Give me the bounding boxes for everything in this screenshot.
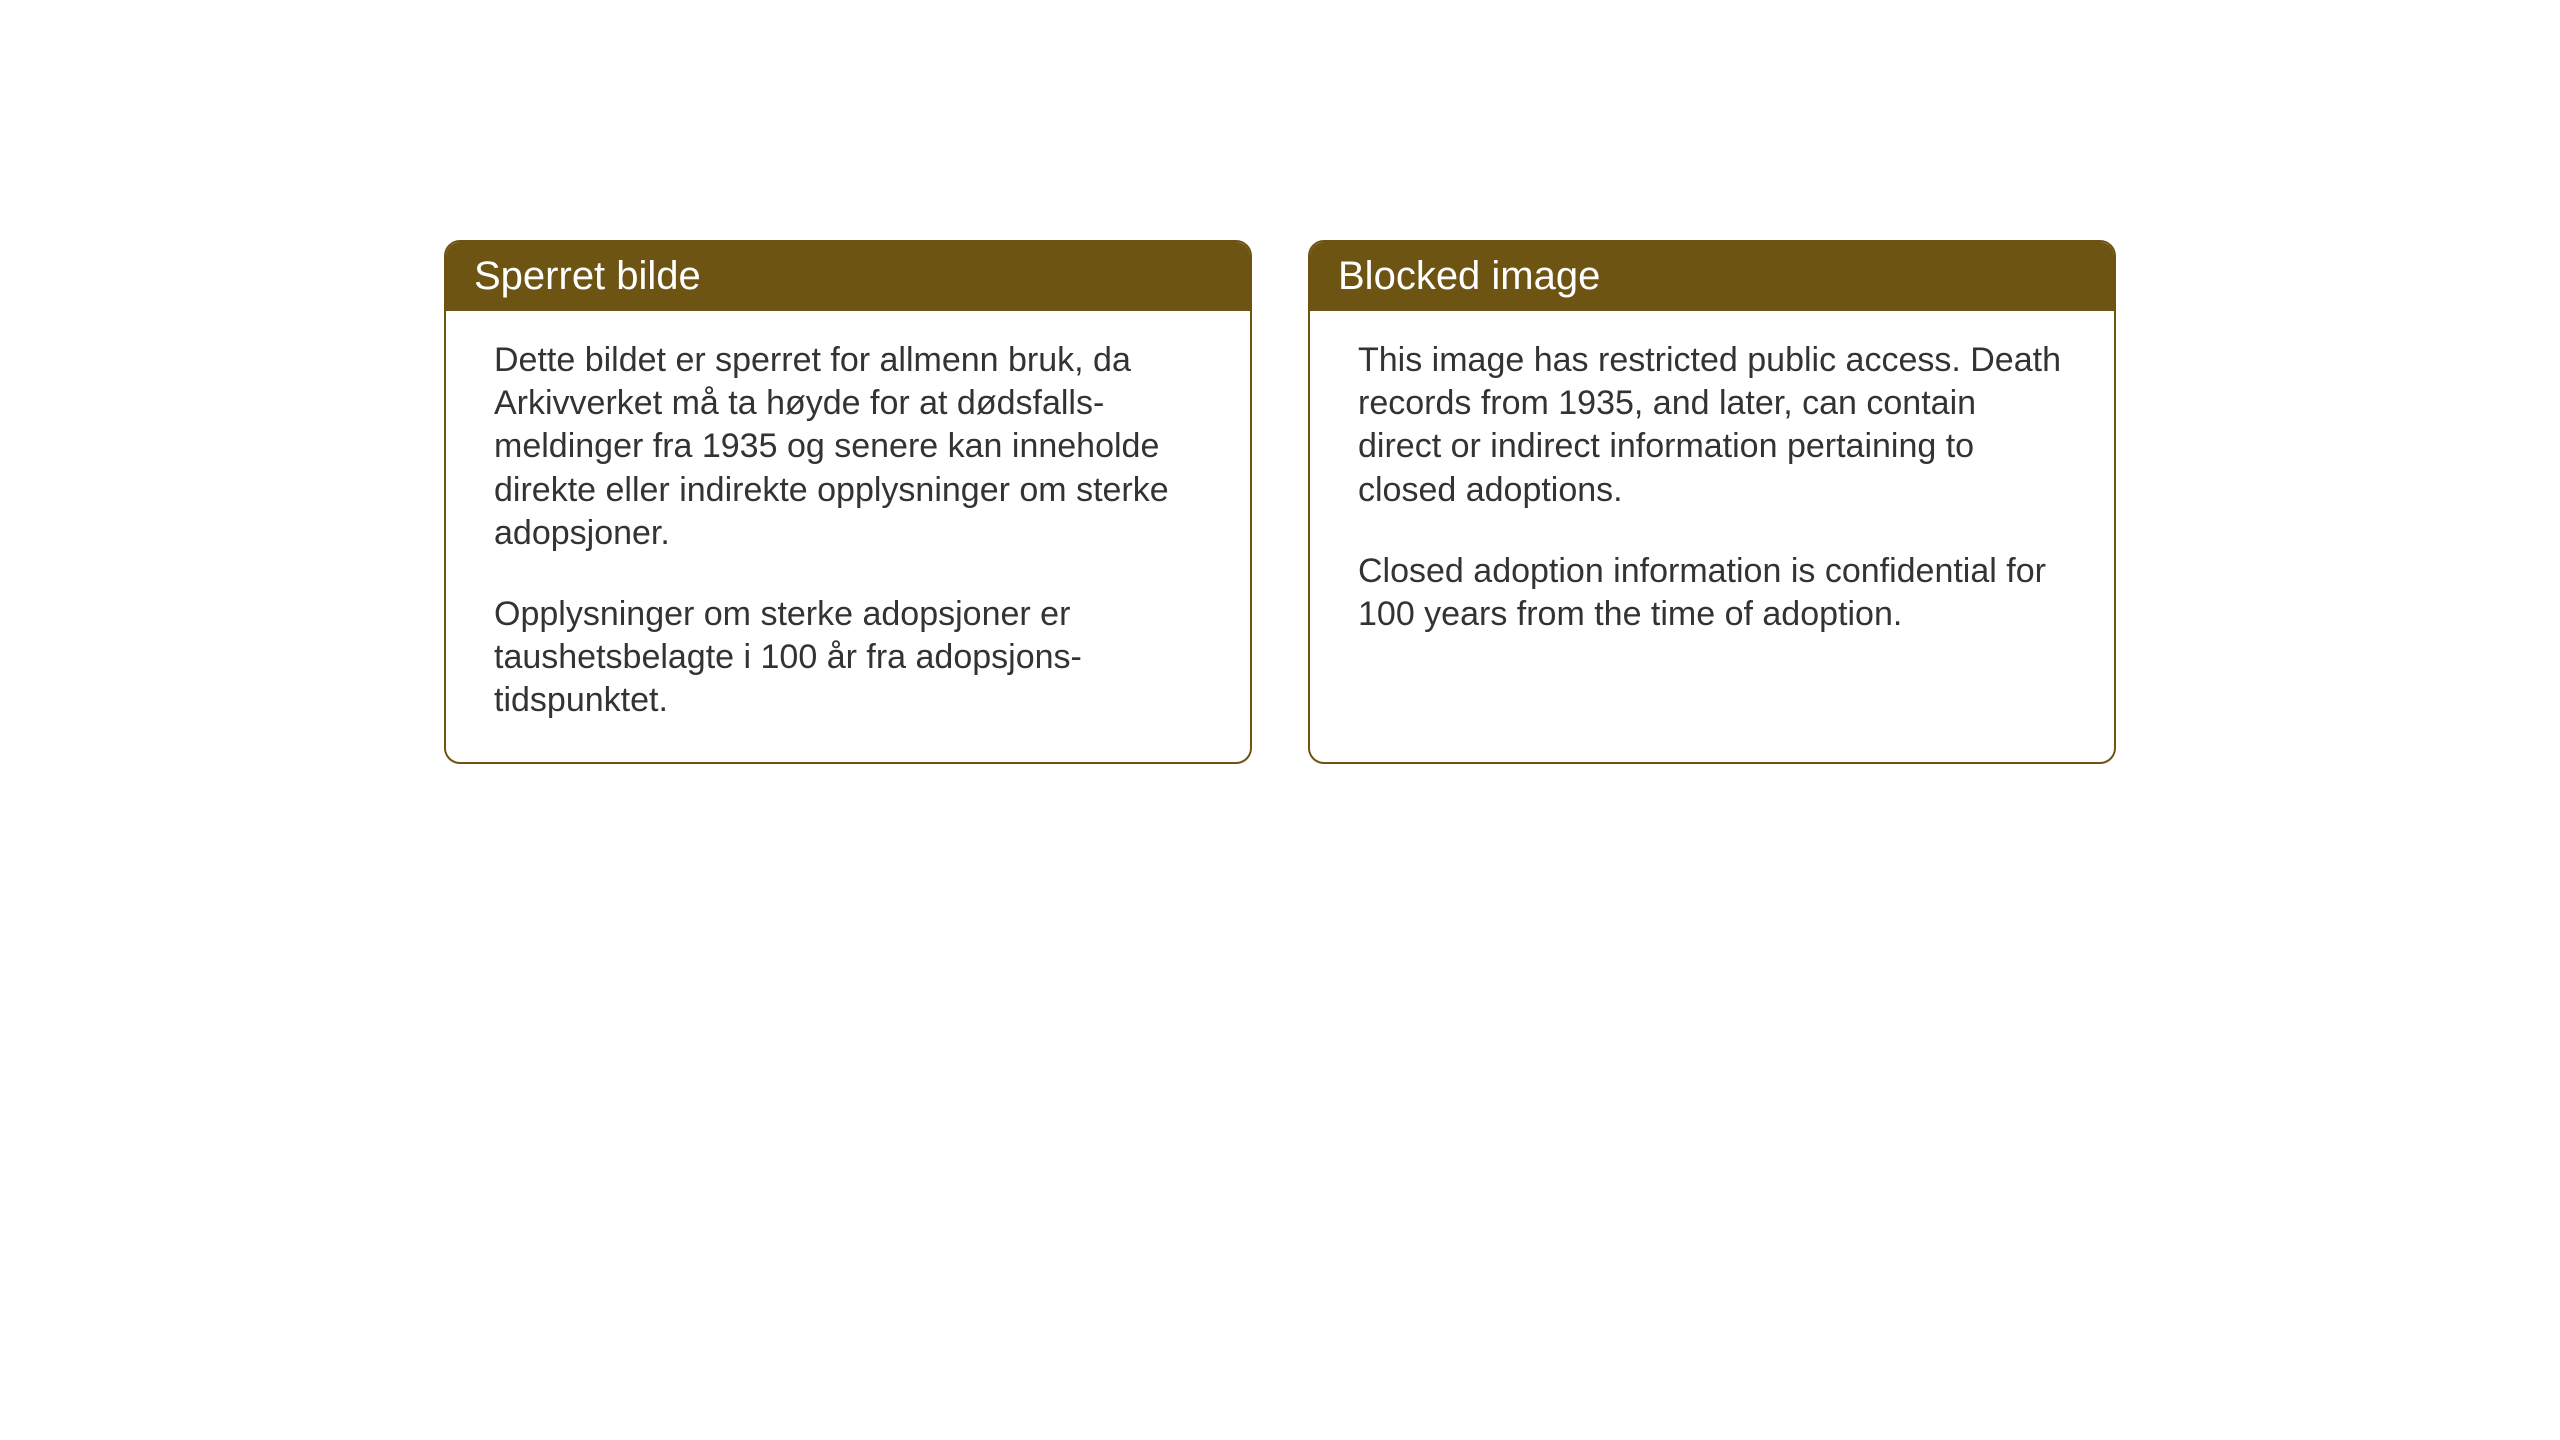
card-para2-english: Closed adoption information is confident… — [1358, 550, 2066, 636]
card-para2-norwegian: Opplysninger om sterke adopsjoner er tau… — [494, 593, 1202, 723]
card-norwegian: Sperret bilde Dette bildet er sperret fo… — [444, 240, 1252, 764]
card-title-norwegian: Sperret bilde — [446, 242, 1250, 311]
card-para1-norwegian: Dette bildet er sperret for allmenn bruk… — [494, 339, 1202, 555]
notice-container: Sperret bilde Dette bildet er sperret fo… — [444, 240, 2116, 764]
card-english: Blocked image This image has restricted … — [1308, 240, 2116, 764]
card-para1-english: This image has restricted public access.… — [1358, 339, 2066, 512]
card-body-norwegian: Dette bildet er sperret for allmenn bruk… — [446, 311, 1250, 762]
card-title-english: Blocked image — [1310, 242, 2114, 311]
card-body-english: This image has restricted public access.… — [1310, 311, 2114, 676]
